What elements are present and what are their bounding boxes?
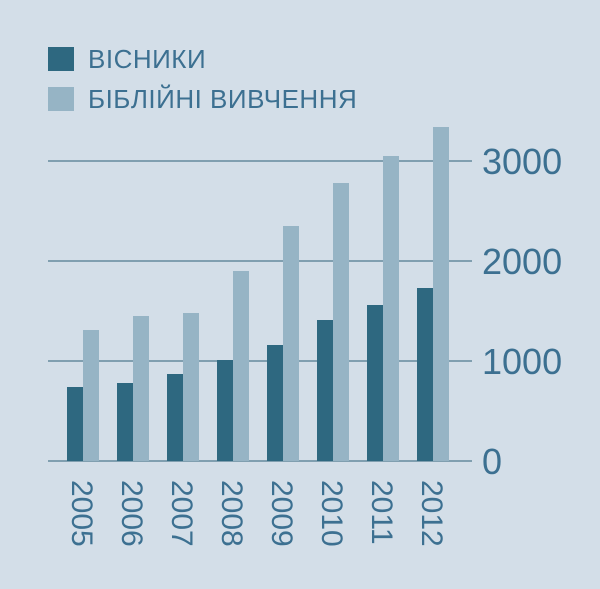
bar-publishers-2012 <box>417 288 433 461</box>
bars <box>67 127 449 461</box>
y-tick-label-1000: 1000 <box>482 341 562 382</box>
x-tick-label-2010: 2010 <box>315 480 348 547</box>
x-tick-label-2011: 2011 <box>365 480 398 545</box>
legend-label-1: ВІСНИКИ <box>88 44 206 74</box>
y-tick-label-2000: 2000 <box>482 241 562 282</box>
legend-label-2: БІБЛІЙНІ ВИВЧЕННЯ <box>88 84 357 114</box>
bar-bible-studies-2011 <box>383 156 399 461</box>
x-tick-label-2009: 2009 <box>265 480 298 547</box>
bar-bible-studies-2006 <box>133 316 149 461</box>
grid-lines <box>48 160 472 462</box>
y-tick-label-3000: 3000 <box>482 141 562 182</box>
legend-swatch-1 <box>48 47 74 71</box>
bar-publishers-2005 <box>67 387 83 461</box>
x-tick-label-2006: 2006 <box>115 480 148 547</box>
x-axis-tick-labels: 2005 2006 2007 2008 2009 2010 2011 2012 <box>65 480 448 547</box>
y-tick-label-0: 0 <box>482 441 502 482</box>
legend-swatch-2 <box>48 87 74 111</box>
bar-publishers-2009 <box>267 345 283 461</box>
x-tick-label-2005: 2005 <box>65 480 98 547</box>
bar-bible-studies-2010 <box>333 183 349 461</box>
bar-bible-studies-2008 <box>233 271 249 461</box>
x-tick-label-2008: 2008 <box>215 480 248 547</box>
legend: ВІСНИКИ БІБЛІЙНІ ВИВЧЕННЯ <box>48 44 357 114</box>
bar-publishers-2006 <box>117 383 133 461</box>
x-tick-label-2012: 2012 <box>415 480 448 547</box>
y-axis-tick-labels: 0 1000 2000 3000 <box>482 141 562 482</box>
bar-publishers-2008 <box>217 360 233 461</box>
bar-bible-studies-2005 <box>83 330 99 461</box>
bar-publishers-2010 <box>317 320 333 461</box>
bar-bible-studies-2007 <box>183 313 199 461</box>
bar-bible-studies-2012 <box>433 127 449 461</box>
bar-bible-studies-2009 <box>283 226 299 461</box>
bar-publishers-2011 <box>367 305 383 461</box>
x-tick-label-2007: 2007 <box>165 480 198 547</box>
bar-publishers-2007 <box>167 374 183 461</box>
